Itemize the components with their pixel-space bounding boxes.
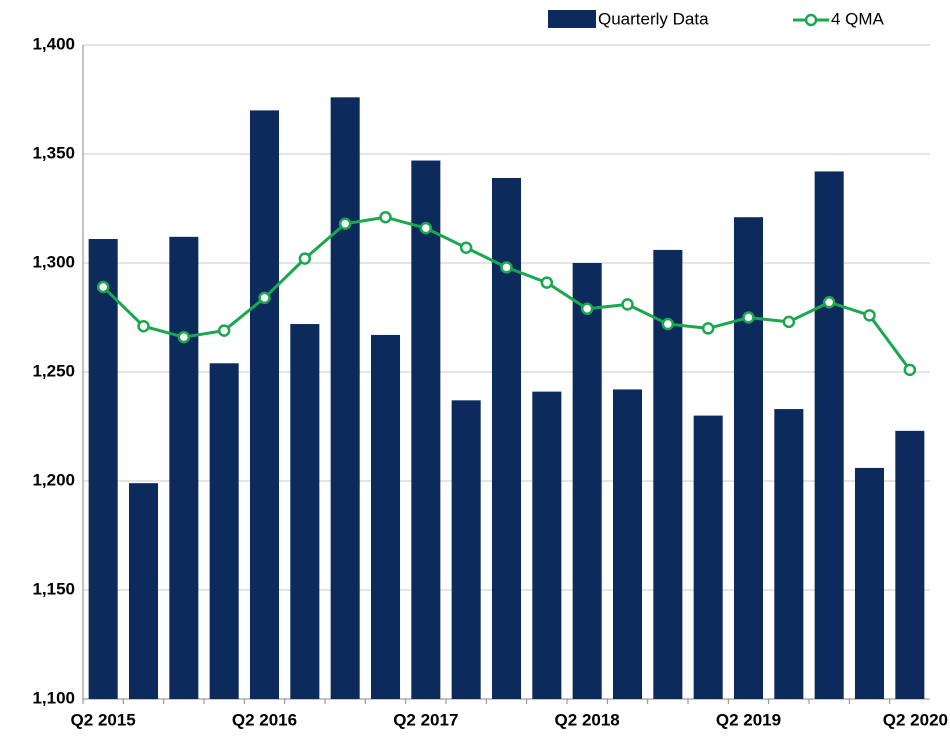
- y-tick-label: 1,200: [32, 470, 75, 489]
- bar: [451, 400, 481, 699]
- bar: [895, 430, 925, 699]
- x-tick-label: Q2 2015: [71, 710, 136, 729]
- legend-label: Quarterly Data: [598, 9, 709, 28]
- bar: [491, 177, 522, 700]
- line-marker: [701, 322, 715, 335]
- legend-label: 4 QMA: [831, 9, 885, 28]
- legend-marker: [804, 13, 818, 27]
- bar: [774, 409, 804, 699]
- bar: [249, 110, 280, 699]
- line-marker: [96, 280, 110, 294]
- legend-swatch: [548, 10, 596, 28]
- line-marker: [177, 330, 191, 344]
- line-marker: [459, 241, 473, 254]
- line-marker: [338, 217, 352, 231]
- line-marker: [580, 302, 594, 316]
- line-marker: [742, 311, 755, 324]
- line-marker: [822, 295, 836, 309]
- line-marker: [621, 298, 634, 311]
- bar: [612, 389, 643, 699]
- bar: [733, 217, 764, 699]
- y-tick-label: 1,400: [32, 34, 75, 53]
- bar: [653, 249, 683, 700]
- y-tick-label: 1,150: [32, 579, 75, 598]
- line-marker: [258, 291, 271, 305]
- y-tick-label: 1,350: [32, 143, 75, 162]
- line-marker: [379, 210, 392, 224]
- bar: [370, 334, 401, 699]
- bar: [854, 467, 885, 699]
- x-tick-label: Q2 2018: [555, 710, 620, 729]
- line-marker: [540, 276, 554, 289]
- x-tick-label: Q2 2017: [393, 710, 458, 729]
- bar: [290, 324, 320, 699]
- bar: [209, 363, 239, 699]
- x-tick-label: Q2 2020: [883, 710, 948, 729]
- bar: [532, 391, 562, 699]
- bar: [693, 415, 723, 699]
- bar: [411, 160, 441, 700]
- line-marker: [137, 319, 150, 333]
- x-tick-label: Q2 2019: [716, 710, 781, 729]
- line-marker: [863, 309, 876, 322]
- line-marker: [419, 221, 433, 235]
- line-marker: [298, 252, 312, 265]
- bar: [572, 263, 602, 699]
- bar: [814, 171, 844, 699]
- y-tick-label: 1,250: [32, 361, 75, 380]
- bar: [330, 97, 360, 699]
- bar: [128, 483, 159, 699]
- line-marker: [500, 261, 513, 274]
- y-tick-label: 1,100: [32, 688, 75, 707]
- line-marker: [903, 363, 917, 377]
- y-tick-label: 1,300: [32, 252, 75, 271]
- bar: [88, 239, 118, 699]
- line-marker: [217, 324, 231, 337]
- bar: [169, 236, 199, 699]
- line-marker: [782, 315, 796, 329]
- x-tick-label: Q2 2016: [232, 710, 297, 729]
- line-marker: [661, 317, 675, 331]
